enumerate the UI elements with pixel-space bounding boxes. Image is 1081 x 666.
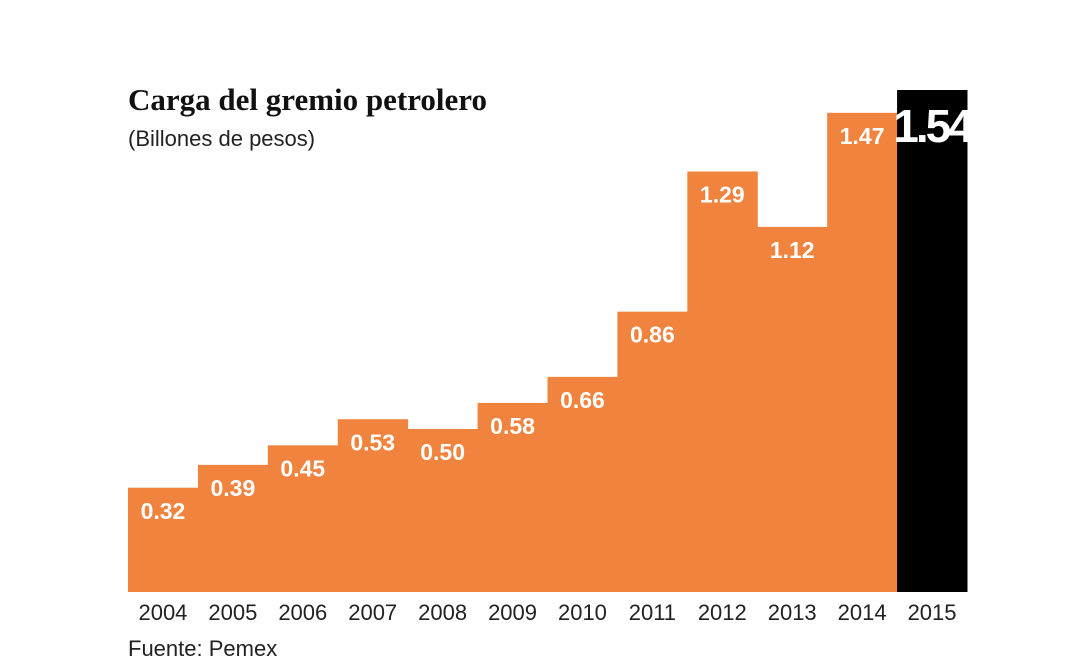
- value-label: 0.45: [280, 455, 325, 481]
- bar: [757, 226, 828, 592]
- value-label: 1.54: [893, 100, 974, 152]
- value-label: 1.29: [700, 182, 745, 208]
- value-label: 1.47: [840, 123, 885, 149]
- x-tick-label: 2005: [208, 600, 257, 625]
- value-label: 0.66: [560, 387, 605, 413]
- bar: [407, 429, 479, 592]
- source: Fuente: Pemex: [128, 636, 277, 661]
- x-tick-label: 2011: [629, 600, 676, 625]
- value-label: 1.12: [770, 237, 815, 263]
- x-tick-label: 2014: [838, 600, 887, 625]
- x-tick-label: 2004: [138, 600, 187, 625]
- x-tick-label: 2009: [488, 600, 537, 625]
- chart-title: Carga del gremio petrolero: [128, 82, 487, 117]
- bar: [267, 445, 339, 592]
- value-label: 0.39: [210, 475, 255, 501]
- bar: [687, 171, 758, 592]
- bar: [827, 112, 898, 593]
- x-tick-label: 2007: [348, 600, 397, 625]
- value-label: 0.53: [350, 429, 395, 455]
- bar: [547, 376, 618, 592]
- bar: [897, 90, 968, 592]
- x-tick-label: 2008: [418, 600, 467, 625]
- x-tick-label: 2012: [698, 600, 747, 625]
- x-tick-label: 2015: [908, 600, 957, 625]
- value-label: 0.32: [141, 498, 186, 524]
- bar: [128, 487, 199, 592]
- bar: [337, 419, 409, 592]
- x-tick-label: 2013: [768, 600, 817, 625]
- x-tick-label: 2006: [278, 600, 327, 625]
- value-label: 0.86: [630, 322, 675, 348]
- x-tick-label: 2010: [558, 600, 607, 625]
- value-label: 0.50: [420, 439, 465, 465]
- chart-subtitle: (Billones de pesos): [128, 126, 315, 151]
- bar: [617, 311, 688, 592]
- value-label: 0.58: [490, 413, 535, 439]
- bar: [477, 402, 548, 592]
- bar: [197, 464, 269, 592]
